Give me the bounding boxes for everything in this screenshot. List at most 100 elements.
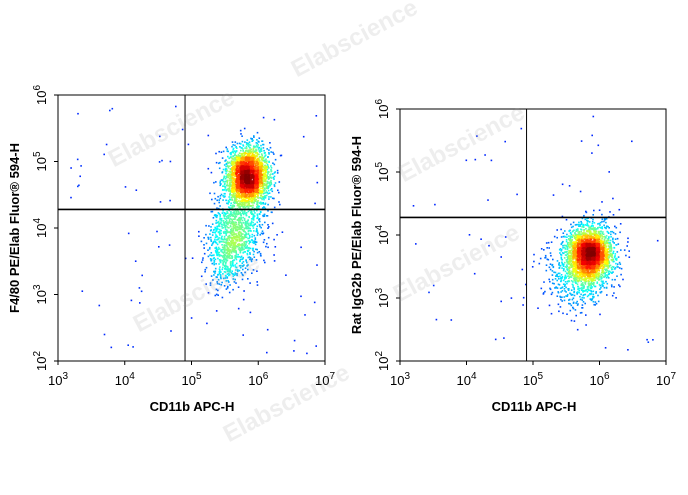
event-dot [248, 193, 250, 195]
event-dot [216, 162, 218, 164]
event-dot [244, 219, 246, 221]
event-dot [240, 178, 242, 180]
event-dot [522, 269, 524, 271]
event-dot [216, 247, 218, 249]
event-dot [610, 231, 612, 233]
event-dot [267, 169, 269, 171]
event-dot [227, 181, 229, 183]
event-dot [208, 238, 210, 240]
event-dot [79, 176, 81, 178]
event-dot [601, 285, 603, 287]
event-dot [251, 161, 253, 163]
event-dot [259, 151, 261, 153]
event-dot [579, 224, 581, 226]
event-dot [268, 153, 270, 155]
event-dot [559, 252, 561, 254]
event-dot [273, 178, 275, 180]
event-dot [159, 161, 161, 163]
event-dot [415, 243, 417, 245]
event-dot [103, 154, 105, 156]
event-dot [236, 151, 238, 153]
event-dot [240, 169, 242, 171]
event-dot [226, 211, 228, 213]
event-dot [592, 219, 594, 221]
event-dot [300, 247, 302, 249]
event-dot [234, 189, 236, 191]
event-dot [269, 142, 271, 144]
event-dot [260, 149, 262, 151]
event-dot [616, 275, 618, 277]
event-dot [590, 232, 592, 234]
event-dot [205, 225, 207, 227]
event-dot [267, 192, 269, 194]
event-dot [226, 163, 228, 165]
event-dot [540, 258, 542, 260]
event-dot [236, 240, 238, 242]
event-dot [563, 280, 565, 282]
event-dot [238, 308, 240, 310]
event-dot [606, 274, 608, 276]
event-dot [613, 292, 615, 294]
event-dot [249, 153, 251, 155]
event-dot [208, 135, 210, 137]
event-dot [244, 196, 246, 198]
event-dot [586, 212, 588, 214]
event-dot [255, 149, 257, 151]
event-dot [242, 157, 244, 159]
event-dot [607, 226, 609, 228]
event-dot [226, 226, 228, 228]
event-dot [516, 194, 518, 196]
event-dot [265, 192, 267, 194]
event-dot [628, 250, 630, 252]
event-dot [521, 128, 523, 130]
event-dot [245, 163, 247, 165]
event-dot [226, 170, 228, 172]
event-dot [243, 207, 245, 209]
event-dot [251, 236, 253, 238]
event-dot [207, 237, 209, 239]
event-dot [249, 203, 251, 205]
event-dot [241, 164, 243, 166]
event-dot [267, 227, 269, 229]
event-dot [251, 140, 253, 142]
event-dot [253, 159, 255, 161]
event-dot [247, 163, 249, 165]
x-tick-label: 104 [115, 371, 135, 388]
event-dot [601, 201, 603, 203]
event-dot [272, 191, 274, 193]
event-dot [223, 227, 225, 229]
event-dot [548, 242, 550, 244]
event-dot [236, 147, 238, 149]
event-dot [259, 137, 261, 139]
event-dot [246, 158, 248, 160]
event-dot [216, 310, 218, 312]
event-dot [270, 151, 272, 153]
event-dot [582, 282, 584, 284]
event-dot [201, 241, 203, 243]
event-dot [106, 144, 108, 146]
event-dot [234, 157, 236, 159]
event-dot [240, 252, 242, 254]
event-dot [626, 245, 628, 247]
event-dot [571, 249, 573, 251]
event-dot [268, 190, 270, 192]
event-dot [240, 215, 242, 217]
event-dot [549, 281, 551, 283]
event-dot [203, 247, 205, 249]
event-dot [615, 267, 617, 269]
event-dot [560, 277, 562, 279]
event-dot [265, 166, 267, 168]
event-dot [247, 192, 249, 194]
event-dot [210, 237, 212, 239]
event-dot [541, 248, 543, 250]
event-dot [571, 227, 573, 229]
event-dot [237, 143, 239, 145]
event-dot [222, 185, 224, 187]
event-dot [267, 156, 269, 158]
event-dot [264, 187, 266, 189]
event-dot [227, 156, 229, 158]
event-dot [226, 257, 228, 259]
event-dot [533, 261, 535, 263]
event-dot [272, 173, 274, 175]
event-dot [573, 308, 575, 310]
